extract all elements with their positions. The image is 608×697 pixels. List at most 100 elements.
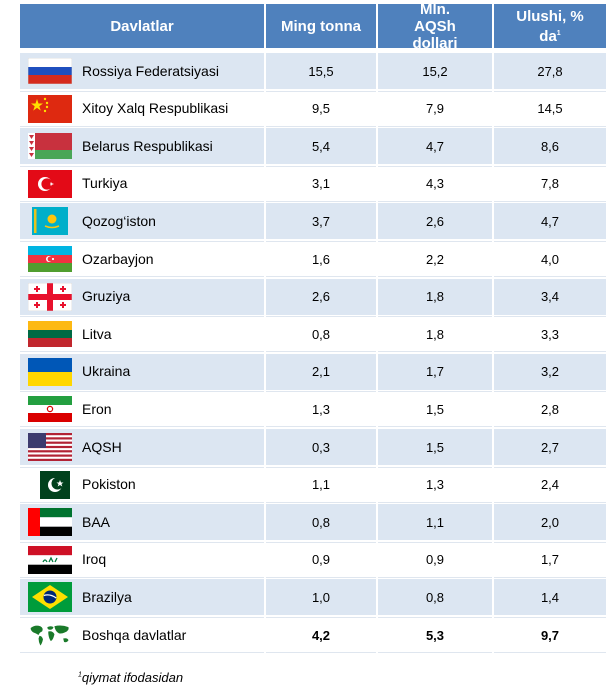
kazakhstan-flag-icon [28, 207, 72, 236]
mln-usd-cell: 1,8 [378, 316, 492, 353]
thousand-tons-cell: 3,1 [266, 165, 376, 202]
share-cell: 2,7 [494, 429, 606, 465]
share-cell-value: 27,8 [537, 63, 563, 79]
share-cell-value: 2,4 [540, 477, 560, 493]
mln-usd-cell: 4,3 [378, 165, 492, 202]
table-row: Boshqa davlatlar 4,2 5,3 9,7 [0, 616, 608, 654]
country-cell: Boshqa davlatlar [20, 617, 264, 653]
share-cell-value: 1,4 [540, 589, 560, 605]
country-name: Brazilya [82, 588, 132, 605]
table-row: Ozarbayjon 1,6 2,2 4,0 [0, 240, 608, 278]
country-cell: Eron [20, 391, 264, 428]
thousand-tons-cell: 9,5 [266, 90, 376, 127]
ukraine-flag-icon [28, 357, 72, 386]
table-row: BAA 0,8 1,1 2,0 [0, 503, 608, 541]
country-name: Xitoy Xalq Respublikasi [82, 100, 229, 117]
belarus-flag-icon [28, 132, 72, 160]
thousand-tons-cell: 0,3 [266, 429, 376, 465]
country-cell: Qozog‘iston [20, 203, 264, 240]
country-name: Iroq [82, 551, 107, 568]
country-name: Pokiston [82, 476, 136, 493]
table-row: Turkiya 3,1 4,3 7,8 [0, 165, 608, 203]
georgia-flag-icon [28, 282, 72, 311]
share-cell-value: 8,6 [540, 138, 560, 154]
table-row: Litva 0,8 1,8 3,3 [0, 315, 608, 353]
table-row: Qozog‘iston 3,7 2,6 4,7 [0, 202, 608, 240]
country-name: Ozarbayjon [82, 250, 154, 267]
brazil-flag-icon [28, 582, 72, 613]
table-row: Iroq 0,9 0,9 1,7 [0, 541, 608, 579]
mln-usd-cell-value: 1,5 [425, 439, 445, 455]
share-cell-value: 7,8 [540, 176, 560, 192]
country-cell: Rossiya Federatsiyasi [20, 53, 264, 89]
country-cell: Gruziya [20, 278, 264, 315]
pakistan-flag-icon [28, 470, 72, 499]
share-cell: 2,8 [494, 391, 606, 428]
thousand-tons-cell: 1,6 [266, 241, 376, 277]
thousand-tons-cell-value: 2,1 [311, 364, 331, 380]
share-cell: 2,0 [494, 504, 606, 541]
table-row: Ukraina 2,1 1,7 3,2 [0, 353, 608, 391]
mln-usd-cell-value: 1,1 [425, 514, 445, 530]
mln-usd-cell: 15,2 [378, 53, 492, 89]
share-cell-value: 4,7 [540, 213, 560, 229]
table-row: Eron 1,3 1,5 2,8 [0, 390, 608, 428]
country-name: BAA [82, 513, 111, 530]
thousand-tons-cell: 0,9 [266, 541, 376, 578]
country-cell: Xitoy Xalq Respublikasi [20, 90, 264, 127]
country-name: Boshqa davlatlar [82, 626, 187, 643]
country-name: Litva [82, 325, 112, 342]
mln-usd-cell: 1,5 [378, 429, 492, 465]
mln-usd-cell: 1,8 [378, 278, 492, 315]
thousand-tons-cell-value: 0,8 [311, 514, 331, 530]
country-cell: Litva [20, 316, 264, 353]
mln-usd-cell-value: 4,3 [425, 176, 445, 192]
thousand-tons-cell-value: 3,7 [311, 213, 331, 229]
share-cell-value: 3,3 [540, 326, 560, 342]
share-cell: 1,7 [494, 541, 606, 578]
table-row: Rossiya Federatsiyasi 15,5 15,2 27,8 [0, 52, 608, 90]
uae-flag-icon [28, 508, 72, 537]
country-name: Rossiya Federatsiyasi [82, 62, 219, 79]
share-cell-value: 3,2 [540, 364, 560, 380]
mln-usd-cell: 7,9 [378, 90, 492, 127]
mln-usd-cell: 1,7 [378, 353, 492, 390]
header-mln-usd-label: Mln. AQSh dollari [412, 0, 458, 52]
thousand-tons-cell-value: 15,5 [308, 63, 334, 79]
share-cell-value: 14,5 [537, 101, 563, 117]
mln-usd-cell-value: 0,9 [425, 552, 445, 568]
share-cell: 3,4 [494, 278, 606, 315]
table-row: Xitoy Xalq Respublikasi 9,5 7,9 14,5 [0, 90, 608, 128]
country-cell: Turkiya [20, 165, 264, 202]
mln-usd-cell-value: 7,9 [425, 101, 445, 117]
turkey-flag-icon [28, 169, 72, 198]
iraq-flag-icon [28, 545, 72, 574]
country-name: Gruziya [82, 288, 131, 305]
thousand-tons-cell-value: 1,6 [311, 251, 331, 267]
header-country-label: Davlatlar [110, 17, 174, 35]
world-map-icon [28, 621, 72, 649]
china-flag-icon [28, 94, 72, 123]
share-cell-value: 2,0 [540, 514, 560, 530]
mln-usd-cell-value: 0,8 [425, 589, 445, 605]
share-cell-value: 1,7 [540, 552, 560, 568]
country-name: AQSH [82, 438, 122, 455]
mln-usd-cell: 0,9 [378, 541, 492, 578]
mln-usd-cell: 4,7 [378, 128, 492, 165]
share-cell-value: 3,4 [540, 289, 560, 305]
share-cell-value: 9,7 [540, 627, 560, 643]
share-cell: 4,0 [494, 241, 606, 277]
mln-usd-cell: 2,6 [378, 203, 492, 240]
table-row: Gruziya 2,6 1,8 3,4 [0, 278, 608, 316]
thousand-tons-cell: 15,5 [266, 53, 376, 89]
mln-usd-cell: 1,3 [378, 466, 492, 503]
header-share-label: Ulushi, % da [516, 7, 584, 45]
country-cell: Ukraina [20, 353, 264, 390]
country-name: Belarus Respublikasi [82, 137, 213, 154]
share-cell-value: 4,0 [540, 251, 560, 267]
thousand-tons-cell-value: 0,9 [311, 552, 331, 568]
mln-usd-cell-value: 1,8 [425, 289, 445, 305]
country-cell: BAA [20, 504, 264, 541]
thousand-tons-cell: 4,2 [266, 617, 376, 653]
thousand-tons-cell-value: 5,4 [311, 138, 331, 154]
